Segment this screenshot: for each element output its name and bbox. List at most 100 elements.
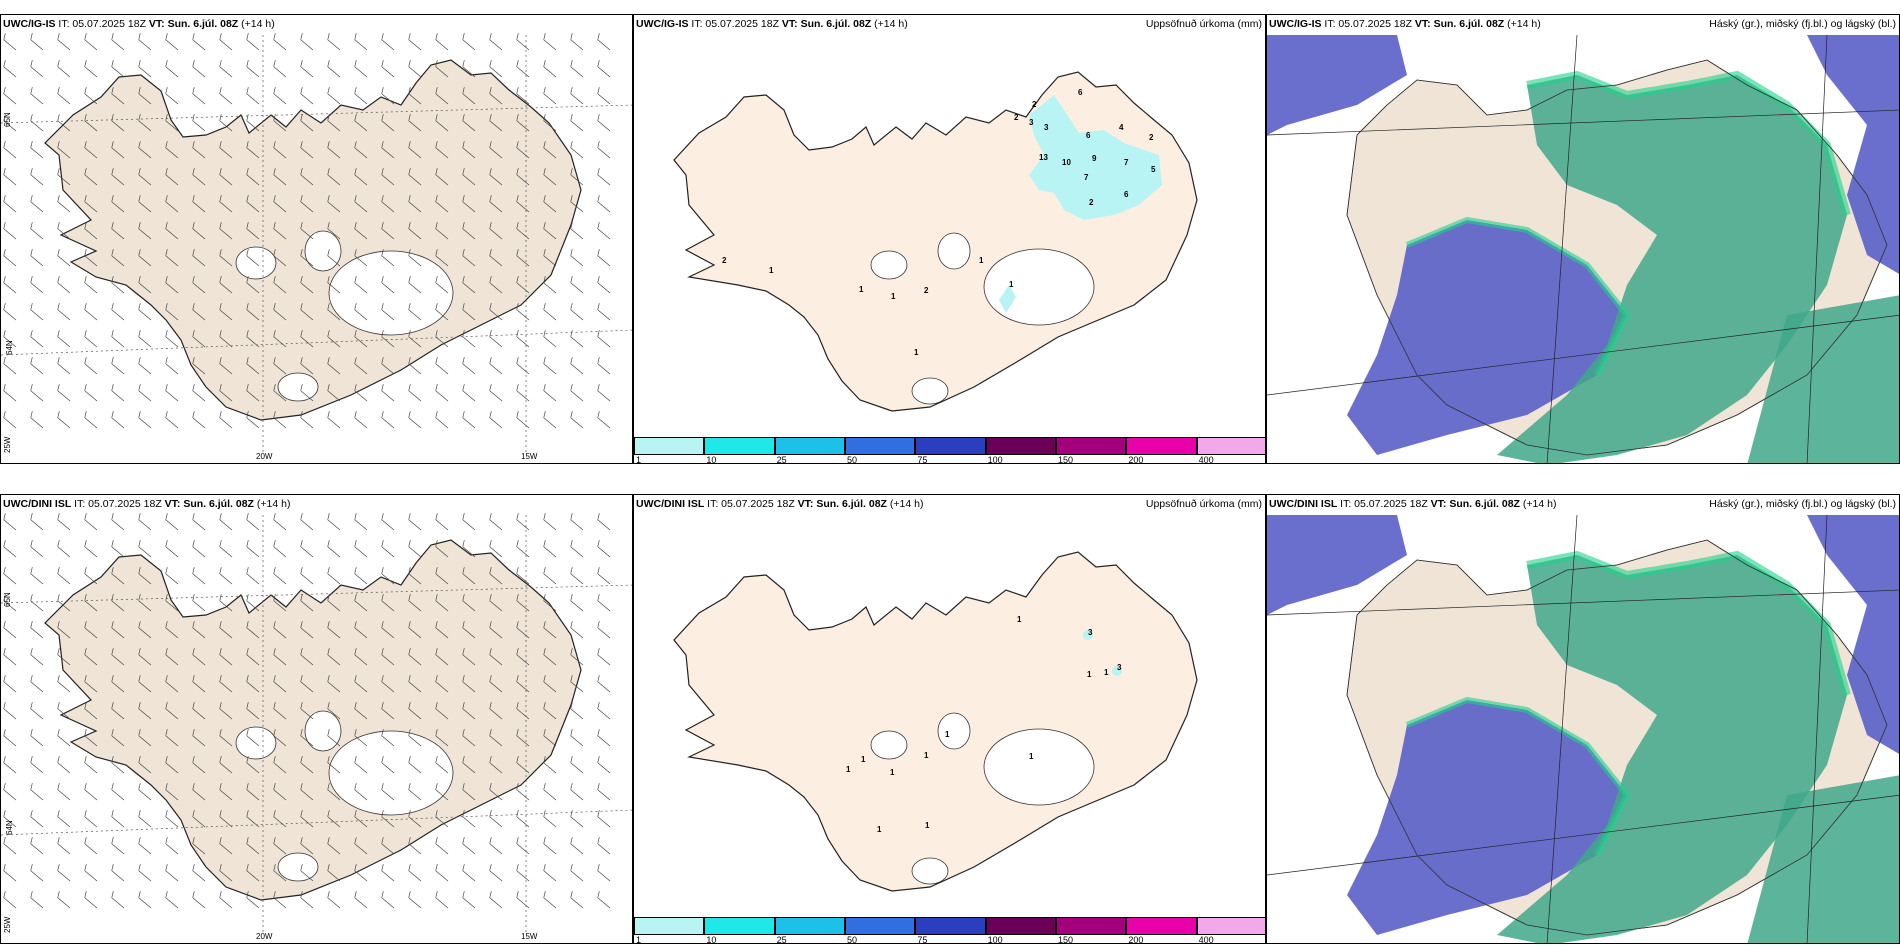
precip-panel-2: UWC/DINI ISL IT: 05.07.2025 18Z VT: Sun.… <box>633 494 1266 944</box>
lat-label-65n: 65N <box>3 592 12 607</box>
precip-value-label: 1 <box>945 730 950 739</box>
precip-value-label: 1 <box>1087 670 1092 679</box>
wind-panel-2: UWC/DINI ISL IT: 05.07.2025 18Z VT: Sun.… <box>0 494 633 944</box>
colorbar-tick-label: 25 <box>776 455 787 464</box>
wind-panel-1: UWC/IG-IS IT: 05.07.2025 18Z VT: Sun. 6.… <box>0 14 633 464</box>
colorbar-tick-label: 400 <box>1198 455 1214 464</box>
colorbar-swatch <box>845 437 916 455</box>
lon-label-20w: 20W <box>256 932 273 941</box>
precip-value-label: 1 <box>1104 668 1109 677</box>
wind-title-1: UWC/IG-IS IT: 05.07.2025 18Z VT: Sun. 6.… <box>3 18 275 30</box>
colorbar-swatch <box>915 437 986 455</box>
colorbar-swatch <box>1126 917 1197 935</box>
wind-map-1 <box>1 33 632 455</box>
colorbar-swatch <box>1196 437 1265 455</box>
precip-value-label: 1 <box>1029 752 1034 761</box>
colorbar-swatch <box>845 917 916 935</box>
lat-label-25w: 25W <box>3 436 12 453</box>
precip-value-label: 1 <box>890 768 895 777</box>
colorbar-tick-label: 50 <box>847 935 858 944</box>
precip-value-label: 1 <box>979 256 984 265</box>
colorbar-swatch <box>634 917 705 935</box>
cloud-title-2: UWC/DINI ISL IT: 05.07.2025 18Z VT: Sun.… <box>1269 498 1557 510</box>
precip-value-label: 1 <box>1009 280 1014 289</box>
lat-label-64n: 64N <box>5 340 14 355</box>
precip-value-label: 2 <box>722 256 727 265</box>
precip-value-label: 10 <box>1062 158 1071 167</box>
precip-value-label: 6 <box>1078 88 1083 97</box>
colorbar-tick-label: 200 <box>1128 455 1144 464</box>
colorbar-tick-label: 75 <box>917 935 928 944</box>
precip-colorbar-1: 1 10 25 50 75 100 150 200 400 <box>634 437 1265 463</box>
colorbar-tick-label: 75 <box>917 455 928 464</box>
precip-heading-1: Uppsöfnuð úrkoma (mm) <box>1145 18 1262 30</box>
colorbar-swatch <box>774 437 845 455</box>
precip-value-label: 1 <box>914 348 919 357</box>
colorbar-swatch <box>985 917 1056 935</box>
cloud-heading-2: Háský (gr.), miðský (fj.bl.) og lágský (… <box>1709 498 1896 510</box>
precip-value-label: 1 <box>877 825 882 834</box>
precip-colorbar-2: 1 10 25 50 75 100 150 200 400 <box>634 917 1265 943</box>
colorbar-tick-label: 150 <box>1058 455 1074 464</box>
lat-label-65n: 65N <box>3 112 12 127</box>
precip-value-label: 13 <box>1039 153 1048 162</box>
precip-value-label: 7 <box>1124 158 1129 167</box>
precip-value-label: 3 <box>1044 123 1049 132</box>
cloud-panel-1: UWC/IG-IS IT: 05.07.2025 18Z VT: Sun. 6.… <box>1266 14 1900 464</box>
colorbar-tick-label: 1 <box>636 455 642 464</box>
precip-title-2: UWC/DINI ISL IT: 05.07.2025 18Z VT: Sun.… <box>636 498 924 510</box>
precip-value-label: 2 <box>1149 133 1154 142</box>
colorbar-swatch <box>1196 917 1265 935</box>
cloud-panel-2: UWC/DINI ISL IT: 05.07.2025 18Z VT: Sun.… <box>1266 494 1900 944</box>
precip-panel-1: UWC/IG-IS IT: 05.07.2025 18Z VT: Sun. 6.… <box>633 14 1266 464</box>
cloud-heading-1: Háský (gr.), miðský (fj.bl.) og lágský (… <box>1709 18 1896 30</box>
colorbar-swatch <box>704 437 775 455</box>
precip-value-label: 2 <box>924 286 929 295</box>
precip-value-label: 5 <box>1151 165 1156 174</box>
colorbar-tick-label: 50 <box>847 455 858 464</box>
colorbar-tick-label: 200 <box>1128 935 1144 944</box>
colorbar-tick-label: 25 <box>776 935 787 944</box>
colorbar-tick-label: 100 <box>987 935 1003 944</box>
colorbar-swatch <box>985 437 1056 455</box>
precip-value-label: 2 <box>1032 100 1037 109</box>
precip-value-label: 1 <box>846 765 851 774</box>
precip-map-1: 6 2 2 3 3 6 4 2 13 10 9 7 5 7 6 2 1 2 1 1 2 1 1 1 <box>673 71 1198 412</box>
colorbar-swatch <box>704 917 775 935</box>
colorbar-swatch <box>1056 917 1127 935</box>
precip-value-label: 1 <box>859 285 864 294</box>
precip-title-1: UWC/IG-IS IT: 05.07.2025 18Z VT: Sun. 6.… <box>636 18 908 30</box>
cloud-title-1: UWC/IG-IS IT: 05.07.2025 18Z VT: Sun. 6.… <box>1269 18 1541 30</box>
precip-value-label: 2 <box>1089 198 1094 207</box>
colorbar-swatch <box>634 437 705 455</box>
wind-title-2: UWC/DINI ISL IT: 05.07.2025 18Z VT: Sun.… <box>3 498 291 510</box>
colorbar-tick-label: 150 <box>1058 935 1074 944</box>
precip-heading-2: Uppsöfnuð úrkoma (mm) <box>1145 498 1262 510</box>
colorbar-swatch <box>1056 437 1127 455</box>
lat-label-25w: 25W <box>3 916 12 933</box>
colorbar-tick-label: 1 <box>636 935 642 944</box>
colorbar-tick-label: 400 <box>1198 935 1214 944</box>
precip-value-label: 3 <box>1117 663 1122 672</box>
precip-value-label: 7 <box>1084 173 1089 182</box>
colorbar-swatch <box>915 917 986 935</box>
colorbar-tick-label: 100 <box>987 455 1003 464</box>
precip-value-label: 6 <box>1086 131 1091 140</box>
precip-value-label: 9 <box>1092 154 1097 163</box>
cloud-map-1 <box>1267 15 1899 463</box>
colorbar-tick-label: 10 <box>706 455 717 464</box>
lon-label-15w: 15W <box>521 932 538 941</box>
precip-value-label: 3 <box>1088 628 1093 637</box>
lon-label-20w: 20W <box>256 452 273 461</box>
cloud-map-2 <box>1267 495 1899 943</box>
lat-label-64n: 64N <box>5 820 14 835</box>
precip-value-label: 1 <box>769 266 774 275</box>
precip-value-label: 3 <box>1029 118 1034 127</box>
precip-value-label: 1 <box>861 755 866 764</box>
precip-value-label: 4 <box>1119 123 1124 132</box>
precip-value-label: 2 <box>1014 113 1019 122</box>
wind-map-2 <box>1 513 632 935</box>
colorbar-swatch <box>1126 437 1197 455</box>
colorbar-swatch <box>774 917 845 935</box>
